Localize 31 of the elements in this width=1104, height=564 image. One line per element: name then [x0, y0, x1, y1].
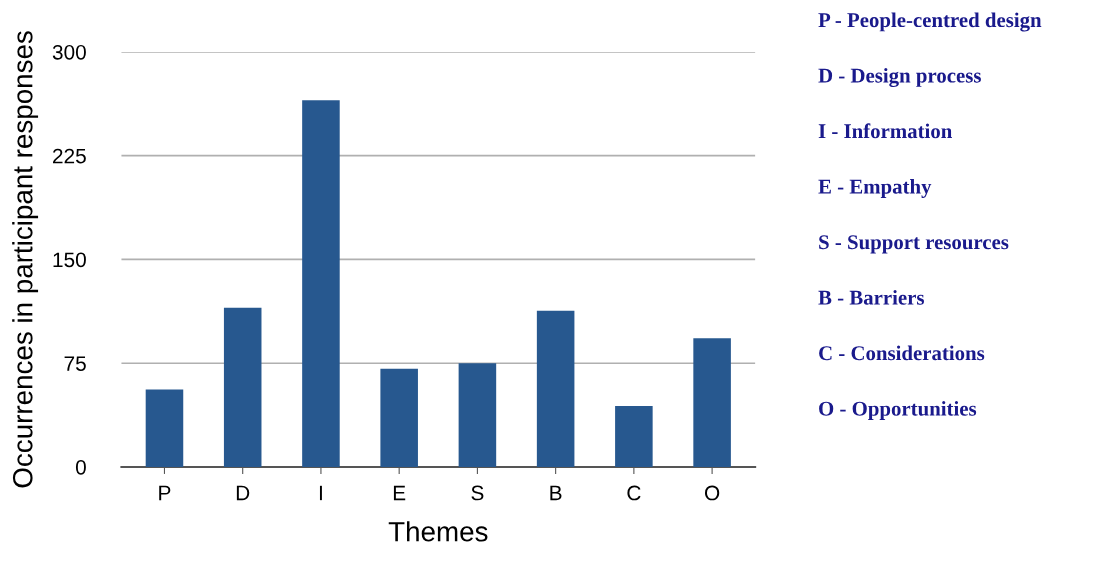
bar [536, 310, 575, 467]
x-tick-label: B [550, 485, 562, 501]
bar [458, 363, 497, 467]
x-tick-label: C [627, 485, 641, 501]
y-tick-label: 150 [53, 252, 86, 268]
bar [302, 100, 340, 467]
y-axis-title: Occurrences in participant responses [12, 31, 39, 488]
bar [693, 338, 731, 467]
text: D - Design process [818, 67, 981, 88]
x-axis-title: Themes [388, 521, 488, 542]
text: P - People-centred design [818, 12, 1042, 32]
y-tick-label: 0 [75, 459, 86, 475]
x-tick-label: D [236, 485, 250, 501]
bar [380, 368, 418, 467]
y-tick-label: 225 [53, 148, 86, 164]
bar [223, 307, 262, 467]
text: E - Empathy [818, 179, 932, 198]
x-tick-label: P [159, 485, 171, 501]
text: S - Support resources [819, 235, 1009, 254]
x-tick-label: S [471, 485, 484, 501]
y-tick-label: 75 [64, 356, 86, 371]
text: O - Opportunities [819, 401, 977, 420]
y-tick-label: 300 [52, 44, 86, 60]
x-tick-label: O [704, 485, 720, 501]
text: B - Barriers [818, 290, 924, 305]
text: I - Information [818, 123, 953, 139]
bar [145, 389, 184, 467]
bar [615, 406, 653, 467]
text: C - Considerations [819, 345, 985, 361]
x-tick-label: E [393, 485, 406, 501]
x-tick-label: I [319, 485, 322, 501]
